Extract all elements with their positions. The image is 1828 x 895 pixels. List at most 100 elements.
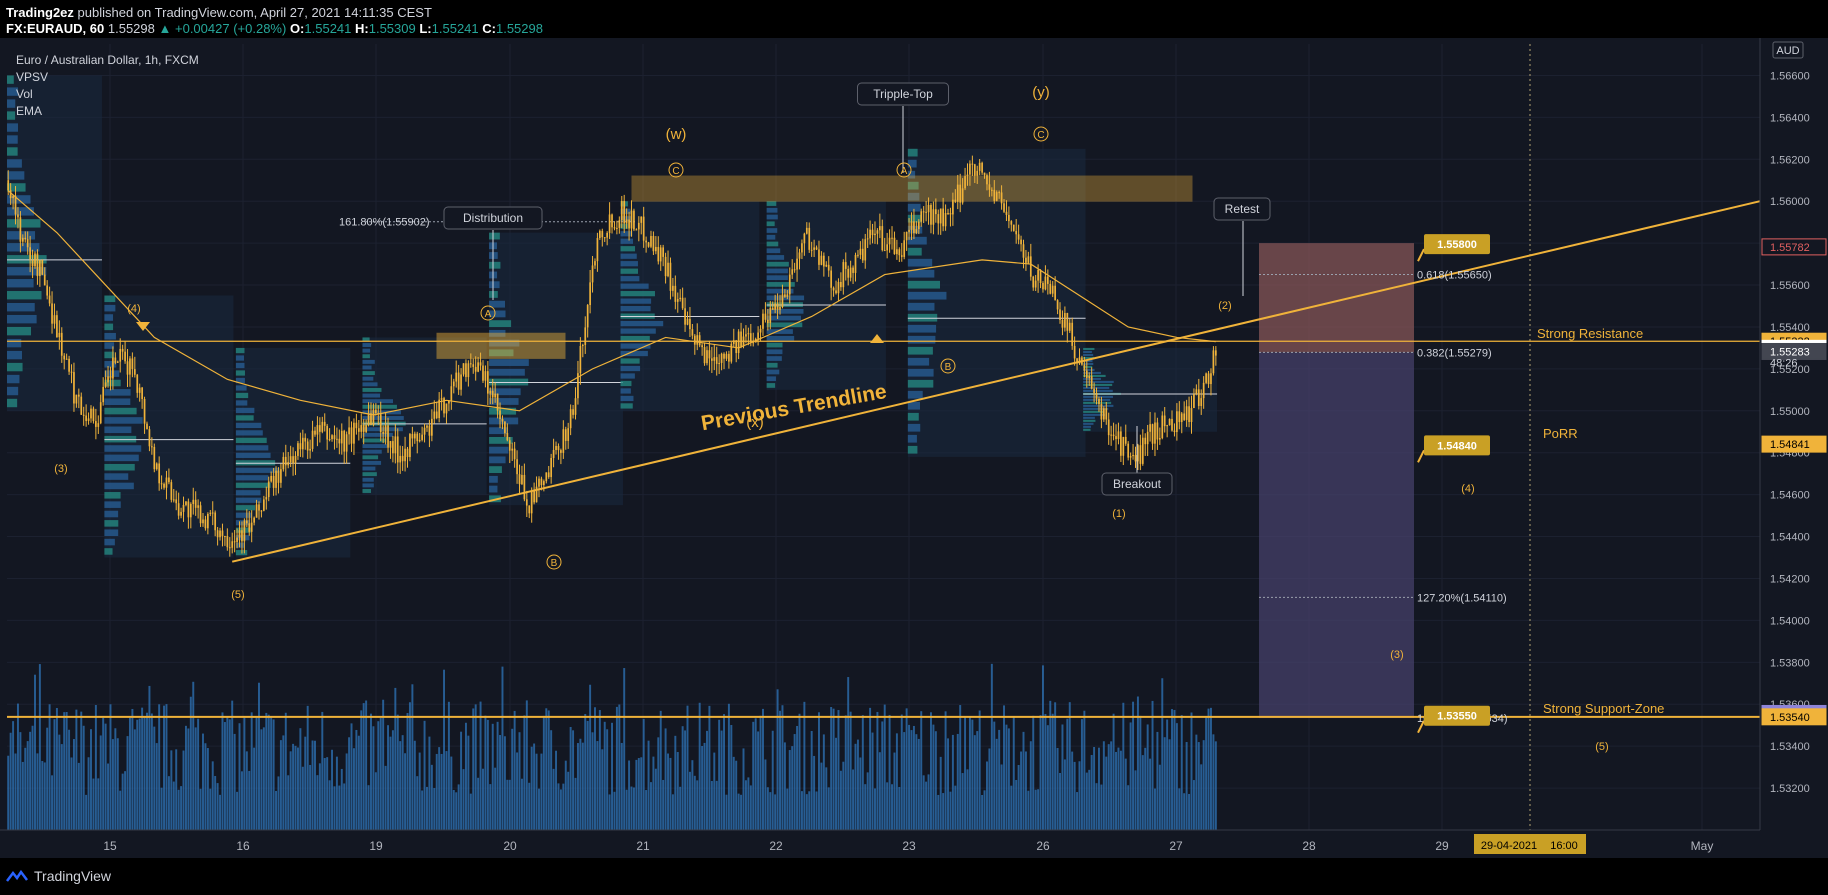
volume-bar [296,747,299,830]
volume-bar [681,726,684,830]
volume-bar [1175,723,1178,830]
volume-bar [613,791,616,830]
volume-bar [1119,750,1122,830]
price-badge [1761,238,1827,256]
volume-profile-row [489,359,529,366]
volume-bar [455,792,458,830]
candle-body [1042,282,1044,290]
candle-body [333,435,336,440]
candle-body [192,499,195,505]
candle-body [189,504,192,518]
volume-bar [197,718,200,830]
volume-bar [36,753,39,830]
candle-body [555,445,557,451]
volume-bar [669,757,672,830]
candle-body [194,499,197,508]
volume-bar [133,729,136,830]
candle-body [652,236,655,252]
volume-bar [1015,780,1018,830]
candle-body [691,329,694,336]
candle-body [1110,434,1112,436]
candle-body [270,475,273,482]
candle-body [1000,192,1003,204]
volume-bar [148,685,151,830]
candle-body [1188,406,1190,423]
price-tick-label: 1.54000 [1770,615,1810,627]
volume-profile-row [766,329,793,334]
legend-item-vol[interactable]: Vol [16,87,33,101]
volume-bar [226,716,229,830]
volume-bar [611,722,614,830]
volume-bar [209,788,212,830]
volume-bar [968,717,971,830]
candle-body [56,315,58,338]
candle-body [966,174,969,177]
legend-title[interactable]: Euro / Australian Dollar, 1h, FXCM [16,53,199,67]
volume-profile-row [104,445,142,452]
candle-body [1207,373,1210,385]
volume-bar [270,717,273,830]
candle-body [141,387,143,399]
candle-body [749,333,752,343]
volume-bar [121,773,124,830]
price-axis: AUD1.532001.534001.536001.538001.540001.… [1759,38,1828,858]
candle-body [579,346,582,374]
wave-label: (3) [1390,649,1403,661]
candlestick-series [7,155,1217,557]
price-tick-label: 1.53200 [1770,783,1810,795]
legend-item-vpsv[interactable]: VPSV [16,70,49,84]
candle-body [51,303,53,324]
low-value: 1.55241 [431,21,479,36]
volume-bar [141,707,144,830]
candle-body [409,434,411,458]
volume-bar [555,750,558,830]
volume-bar [852,769,855,830]
candle-body [820,255,823,265]
candle-body [560,450,562,453]
candle-body [426,425,428,428]
volume-profile-row [907,214,922,223]
candle-body [1054,285,1057,301]
volume-bar [1144,747,1147,830]
candle-body [745,334,747,337]
candle-body [275,470,277,488]
volume-profile-row [104,389,131,396]
volume-bar [231,700,234,830]
volume-profile-row [7,338,22,348]
volume-bar [762,708,764,830]
publisher-name[interactable]: Trading2ez [6,5,74,20]
candle-body [676,299,679,302]
candle-body [435,411,438,419]
candle-body [567,428,570,441]
legend-item-ema[interactable]: EMA [16,104,43,118]
candle-body [645,240,647,243]
candle-body [1100,404,1103,420]
volume-bar [1127,785,1130,830]
candle-body [382,432,385,434]
volume-bar [53,719,56,830]
candle-body [849,267,852,278]
volume-bar [1071,751,1074,830]
candle-body [998,192,1001,194]
candle-body [1095,392,1098,399]
fib-label: 0.382(1.55279) [1417,347,1492,359]
volume-bar [650,782,652,830]
volume-profile-row [489,417,519,425]
volume-profile-row [620,268,638,274]
time-tick-label: 29 [1435,839,1449,853]
candle-body [97,423,100,427]
volume-bar [725,794,728,830]
volume-profile-row [7,111,16,120]
volume-bar [428,736,431,830]
candle-body [175,499,178,504]
volume-profile-row [104,463,135,471]
candle-body [504,421,506,434]
price-chart[interactable]: Previous Trendline Distribution Tripple-T… [0,38,1828,858]
volume-profile-row [907,159,917,168]
volume-bar [550,730,553,830]
candle-body [1117,431,1120,440]
tradingview-logo[interactable]: TradingView [6,868,111,884]
candle-body [1156,422,1159,440]
volume-bar [94,705,97,830]
candle-body [440,398,443,400]
